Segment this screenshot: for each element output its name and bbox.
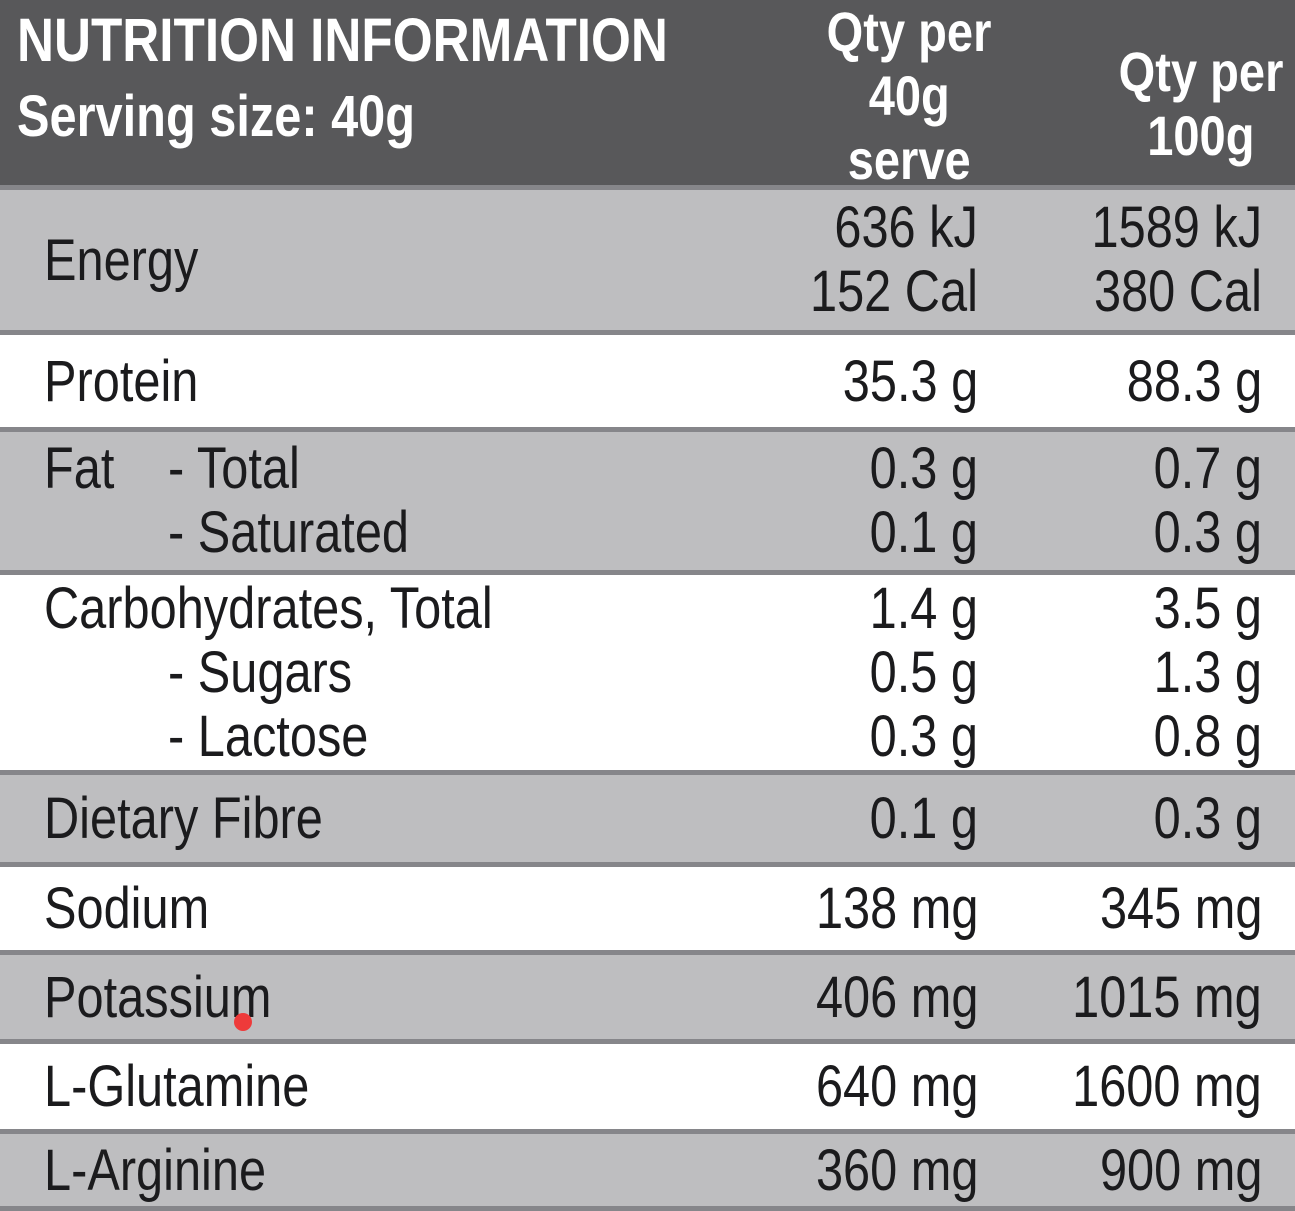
column-header-per-serve: Qty per 40g serve	[826, 0, 992, 191]
row-dietary-fibre: Dietary Fibre 0.1 g 0.3 g	[0, 770, 1295, 862]
serving-size-text: Serving size: 40g	[17, 84, 416, 149]
serving-size: Serving size: 40g	[17, 85, 792, 149]
row-l-glutamine: L-Glutamine 640 mg 1600 mg	[0, 1039, 1295, 1129]
value-per-serve: 138 mg	[815, 876, 978, 941]
row-l-arginine: L-Arginine 360 mg 900 mg	[0, 1129, 1295, 1211]
value-per-serve: 360 mg	[815, 1137, 978, 1203]
row-label: Dietary Fibre	[44, 786, 323, 851]
panel-title-text: NUTRITION INFORMATION	[17, 6, 668, 74]
row-label: Protein	[44, 348, 199, 414]
row-label: Carbohydrates, Total - Sugars - Lactose	[44, 575, 493, 769]
value-per-100g: 88.3 g	[1126, 348, 1262, 414]
header-left: NUTRITION INFORMATION Serving size: 40g	[0, 0, 792, 149]
red-marker-dot	[234, 1013, 252, 1031]
value-per-100g: 1600 mg	[1072, 1054, 1262, 1119]
row-label: Potassium	[44, 964, 272, 1030]
value-per-100g: 1589 kJ 380 Cal	[1091, 195, 1262, 324]
row-carbohydrates: Carbohydrates, Total - Sugars - Lactose …	[0, 570, 1295, 770]
value-per-serve: 1.4 g 0.5 g 0.3 g	[869, 575, 978, 769]
row-label: L-Arginine	[44, 1137, 267, 1203]
row-label: Energy	[44, 227, 199, 293]
value-per-100g: 3.5 g 1.3 g 0.8 g	[1153, 575, 1262, 769]
table-header: NUTRITION INFORMATION Serving size: 40g …	[0, 0, 1295, 191]
row-energy: Energy 636 kJ 152 Cal 1589 kJ 380 Cal	[0, 185, 1295, 330]
row-sodium: Sodium 138 mg 345 mg	[0, 862, 1295, 950]
value-per-100g: 0.7 g 0.3 g	[1153, 436, 1262, 565]
value-per-100g: 0.3 g	[1153, 786, 1262, 851]
row-label: L-Glutamine	[44, 1054, 310, 1119]
value-per-serve: 406 mg	[815, 964, 978, 1030]
value-per-serve: 0.1 g	[869, 786, 978, 851]
row-label: Fat - Total - Saturated	[44, 436, 410, 565]
row-label: Sodium	[44, 876, 210, 941]
value-per-100g: 900 mg	[1099, 1137, 1262, 1203]
value-per-serve: 0.3 g 0.1 g	[869, 436, 978, 565]
column-header-per-100g: Qty per 100g	[1118, 40, 1284, 167]
value-per-100g: 1015 mg	[1072, 964, 1262, 1030]
panel-title: NUTRITION INFORMATION	[17, 8, 792, 72]
value-per-100g: 345 mg	[1099, 876, 1262, 941]
row-potassium: Potassium 406 mg 1015 mg	[0, 950, 1295, 1039]
value-per-serve: 640 mg	[815, 1054, 978, 1119]
row-fat: Fat - Total - Saturated 0.3 g 0.1 g 0.7 g…	[0, 427, 1295, 570]
row-protein: Protein 35.3 g 88.3 g	[0, 330, 1295, 427]
value-per-serve: 35.3 g	[842, 348, 978, 414]
value-per-serve: 636 kJ 152 Cal	[810, 195, 978, 324]
